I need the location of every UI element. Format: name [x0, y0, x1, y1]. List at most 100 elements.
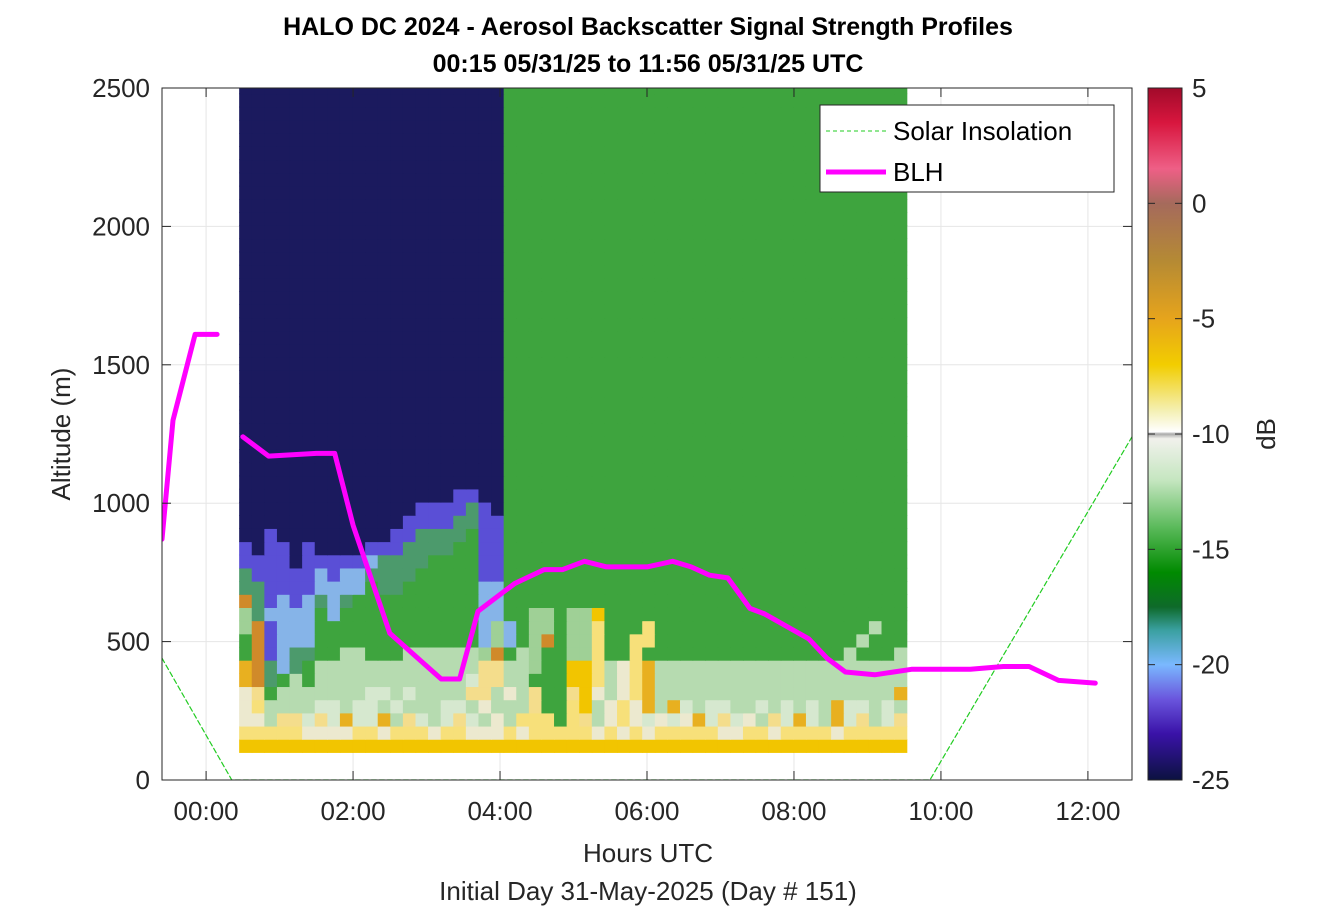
legend: Solar Insolation BLH — [819, 104, 1115, 193]
heatmap-cell — [415, 291, 429, 305]
heatmap-cell — [365, 409, 379, 424]
heatmap-cell — [831, 277, 845, 292]
heatmap-cell — [528, 88, 543, 95]
heatmap-cell — [843, 422, 857, 437]
heatmap-cell — [276, 225, 291, 240]
heatmap-cell — [805, 396, 820, 411]
heatmap-cell — [768, 119, 782, 134]
heatmap-cell — [390, 699, 404, 714]
heatmap-cell — [805, 449, 820, 464]
heatmap-cell — [327, 383, 341, 398]
heatmap-cell — [742, 172, 757, 187]
heatmap-cell — [289, 370, 303, 385]
heatmap-cell — [314, 383, 328, 398]
heatmap-cell — [591, 93, 606, 108]
heatmap-cell — [793, 357, 807, 371]
heatmap-cell — [591, 251, 606, 266]
heatmap-cell — [352, 515, 366, 529]
heatmap-cell — [818, 607, 832, 622]
heatmap-cell — [843, 370, 857, 385]
heatmap-cell — [843, 725, 857, 740]
heatmap-cell — [579, 185, 593, 200]
heatmap-cell — [314, 607, 328, 622]
heatmap-cell — [352, 567, 366, 582]
heatmap-cell — [742, 330, 757, 345]
heatmap-cell — [289, 436, 303, 450]
heatmap-cell — [780, 436, 794, 450]
heatmap-cell — [742, 106, 757, 121]
heatmap-cell — [780, 462, 794, 477]
heatmap-cell — [516, 264, 530, 279]
heatmap-cell — [730, 277, 744, 292]
heatmap-cell — [679, 277, 694, 292]
heatmap-cell — [478, 225, 492, 240]
heatmap-cell — [365, 238, 379, 253]
heatmap-cell — [831, 357, 845, 371]
heatmap-cell — [478, 541, 492, 556]
heatmap-cell — [554, 93, 568, 108]
heatmap-cell — [793, 515, 807, 529]
heatmap-cell — [251, 712, 265, 727]
heatmap-cell — [239, 225, 253, 240]
heatmap-cells — [239, 88, 908, 753]
heatmap-cell — [478, 88, 492, 95]
heatmap-cell — [805, 712, 820, 727]
heatmap-cell — [780, 106, 794, 121]
heatmap-cell — [805, 225, 820, 240]
heatmap-cell — [642, 357, 656, 371]
heatmap-cell — [239, 633, 253, 648]
heatmap-cell — [579, 370, 593, 385]
heatmap-cell — [339, 594, 354, 608]
heatmap-cell — [276, 370, 291, 385]
heatmap-cell — [251, 725, 265, 740]
heatmap-cell — [264, 146, 278, 161]
heatmap-cell — [566, 528, 580, 543]
heatmap-cell — [503, 422, 517, 437]
heatmap-cell — [276, 646, 291, 661]
heatmap-cell — [667, 462, 681, 477]
heatmap-cell — [264, 462, 278, 477]
heatmap-cell — [604, 146, 618, 161]
heatmap-cell — [302, 515, 316, 529]
heatmap-cell — [667, 370, 681, 385]
heatmap-cell — [415, 488, 429, 503]
heatmap-cell — [491, 277, 505, 292]
heatmap-cell — [629, 488, 643, 503]
heatmap-cell — [654, 172, 668, 187]
heatmap-cell — [327, 317, 341, 332]
heatmap-cell — [239, 119, 253, 134]
heatmap-cell — [276, 357, 291, 371]
heatmap-cell — [579, 198, 593, 213]
heatmap-cell — [554, 88, 568, 95]
heatmap-cell — [894, 317, 908, 332]
heatmap-cell — [780, 330, 794, 345]
heatmap-cell — [314, 343, 328, 358]
heatmap-cell — [780, 277, 794, 292]
heatmap-cell — [654, 620, 668, 635]
heatmap-cell — [629, 370, 643, 385]
heatmap-cell — [868, 225, 883, 240]
heatmap-cell — [528, 93, 543, 108]
heatmap-cell — [642, 172, 656, 187]
heatmap-cell — [302, 93, 316, 108]
heatmap-cell — [390, 198, 404, 213]
heatmap-cell — [604, 264, 618, 279]
heatmap-cell — [894, 304, 908, 319]
heatmap-cell — [566, 330, 580, 345]
heatmap-cell — [465, 291, 480, 305]
heatmap-cell — [339, 93, 354, 108]
heatmap-cell — [831, 396, 845, 411]
heatmap-cell — [717, 277, 731, 292]
heatmap-cell — [730, 330, 744, 345]
heatmap-cell — [428, 607, 442, 622]
heatmap-cell — [604, 317, 618, 332]
heatmap-cell — [642, 673, 656, 688]
heatmap-cell — [491, 673, 505, 688]
heatmap-cell — [730, 343, 744, 358]
heatmap-cell — [768, 291, 782, 305]
heatmap-cell — [868, 660, 883, 674]
heatmap-cell — [667, 581, 681, 595]
heatmap-cell — [516, 383, 530, 398]
heatmap-cell — [264, 251, 278, 266]
heatmap-cell — [805, 88, 820, 95]
